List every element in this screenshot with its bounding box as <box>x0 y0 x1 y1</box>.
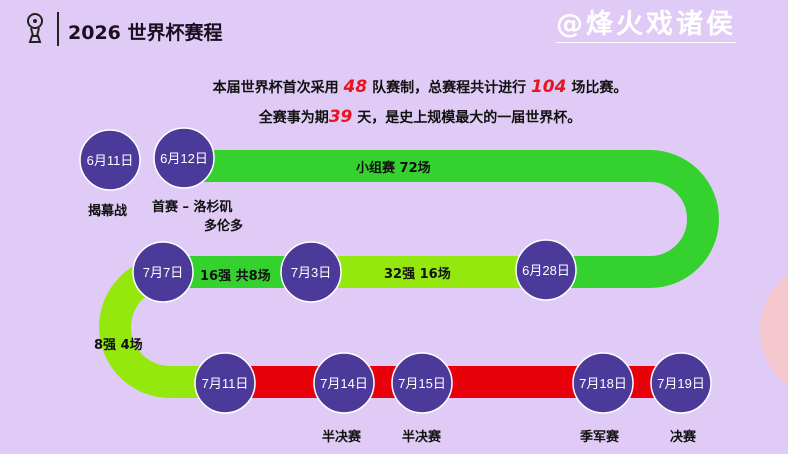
stage-label-group: 小组赛 72场 <box>356 161 431 176</box>
event-third-place: 季军赛 <box>580 430 620 445</box>
date-node <box>280 241 342 303</box>
event-opening: 揭幕战 <box>88 204 128 219</box>
date-node <box>153 127 215 189</box>
date-label: 6月12日 <box>160 151 208 166</box>
date-node <box>194 352 256 414</box>
date-label: 7月19日 <box>657 376 705 391</box>
match-count: 104 <box>530 77 567 97</box>
header-divider <box>57 12 59 46</box>
decor-shape <box>760 274 788 386</box>
date-node <box>313 352 375 414</box>
event-first-a: 首赛 – 洛杉矶 <box>152 200 233 215</box>
intro-line-1: 本届世界杯首次采用 48 队赛制，总赛程共计进行 104 场比赛。 <box>0 77 788 97</box>
intro-text: 全赛事为期 <box>258 110 329 126</box>
date-node <box>572 352 634 414</box>
event-semi-1: 半决赛 <box>322 430 362 445</box>
date-label: 7月3日 <box>291 265 331 280</box>
date-node <box>515 239 577 301</box>
watermark: @烽火戏诸侯 <box>556 8 736 43</box>
stage-label-r16: 16强 共8场 <box>200 269 271 284</box>
trophy-icon <box>26 12 44 46</box>
date-label: 7月14日 <box>320 376 368 391</box>
stage-label-r32: 32强 16场 <box>384 267 451 282</box>
intro-text: 场比赛。 <box>566 80 628 96</box>
date-node <box>79 129 141 191</box>
date-label: 7月7日 <box>143 265 183 280</box>
date-label: 7月18日 <box>579 376 627 391</box>
event-first-b: 多伦多 <box>204 219 244 234</box>
intro-line-2: 全赛事为期39 天，是史上规模最大的一届世界杯。 <box>0 107 788 127</box>
date-node <box>650 352 712 414</box>
stage-label-qf: 8强 4场 <box>94 338 143 353</box>
intro-text: 天，是史上规模最大的一届世界杯。 <box>352 110 582 126</box>
event-semi-2: 半决赛 <box>402 430 442 445</box>
day-count: 39 <box>328 107 353 127</box>
page-title: 2026 世界杯赛程 <box>68 22 223 44</box>
date-label: 6月11日 <box>87 153 134 168</box>
intro-text: 本届世界杯首次采用 <box>212 80 344 96</box>
date-node <box>391 352 453 414</box>
date-label: 7月15日 <box>398 376 446 391</box>
event-final: 决赛 <box>670 430 697 445</box>
team-count: 48 <box>343 77 368 97</box>
date-label: 7月11日 <box>202 376 249 391</box>
date-label: 6月28日 <box>522 263 570 278</box>
track-group-stage <box>185 150 719 288</box>
intro-text: 队赛制，总赛程共计进行 <box>367 80 531 96</box>
date-node <box>132 241 194 303</box>
